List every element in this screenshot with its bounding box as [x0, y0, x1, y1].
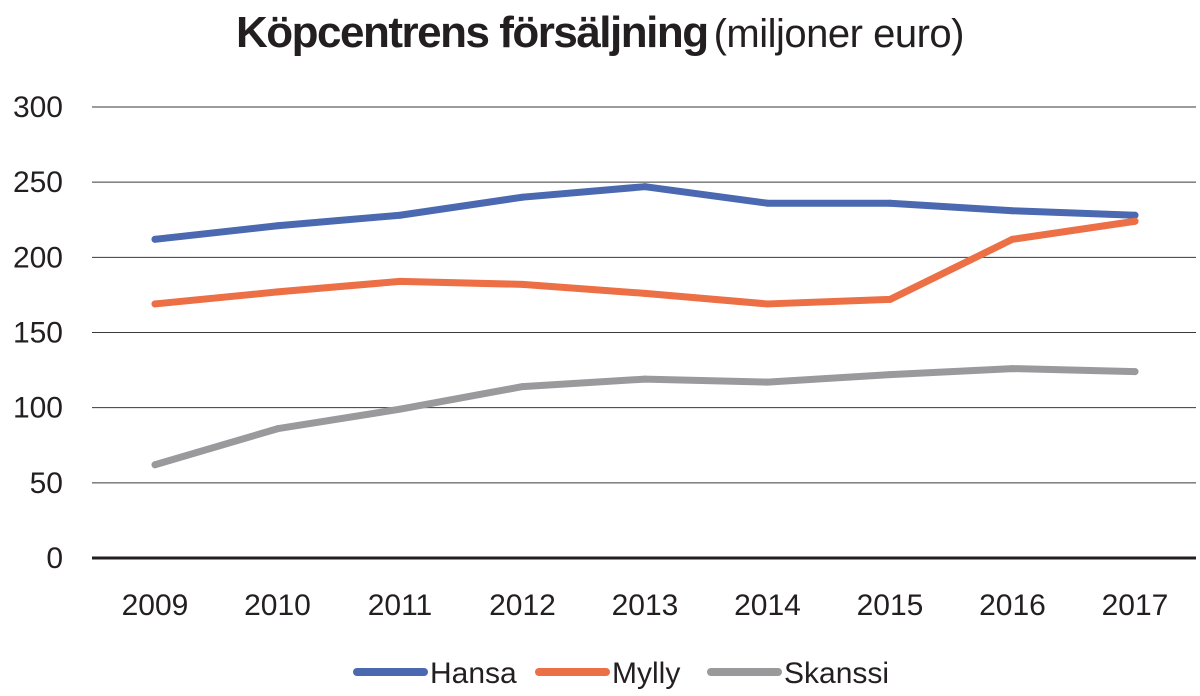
- data-point-hansa: [1009, 207, 1016, 215]
- data-point-hansa: [151, 235, 159, 243]
- data-point-hansa: [519, 193, 526, 201]
- legend-label: Skanssi: [784, 657, 889, 690]
- y-tick-label: 200: [13, 241, 63, 274]
- x-tick-label: 2014: [734, 589, 801, 622]
- legend-label: Hansa: [430, 657, 517, 690]
- data-point-skanssi: [1009, 365, 1016, 373]
- data-point-skanssi: [396, 405, 404, 413]
- y-tick-label: 50: [30, 467, 63, 500]
- data-point-skanssi: [519, 383, 526, 391]
- x-tick-label: 2017: [1102, 589, 1169, 622]
- gridlines: [92, 106, 1196, 560]
- y-tick-label: 300: [13, 91, 63, 124]
- y-axis-tick-labels: 0 50 100 150 200 250 300: [13, 91, 63, 575]
- y-tick-label: 150: [13, 317, 63, 350]
- legend-item-skanssi: Skanssi: [707, 657, 889, 690]
- data-point-mylly: [519, 280, 526, 288]
- series-line-skanssi: [151, 365, 1139, 469]
- data-point-mylly: [274, 288, 281, 296]
- legend-label: Mylly: [612, 657, 680, 690]
- data-point-skanssi: [886, 371, 894, 379]
- y-tick-label: 250: [13, 166, 63, 199]
- data-point-hansa: [274, 222, 281, 230]
- x-tick-label: 2009: [122, 589, 189, 622]
- x-axis-tick-labels: 2009 2010 2011 2012 2013 2014 2015 2016 2017: [122, 589, 1169, 622]
- x-tick-label: 2016: [979, 589, 1046, 622]
- data-point-mylly: [1009, 235, 1016, 243]
- x-tick-label: 2012: [489, 589, 556, 622]
- legend-item-mylly: Mylly: [535, 657, 680, 690]
- legend-item-hansa: Hansa: [353, 657, 517, 690]
- data-point-hansa: [1131, 211, 1139, 219]
- data-point-skanssi: [274, 425, 281, 433]
- data-point-hansa: [886, 199, 894, 207]
- data-point-mylly: [886, 295, 894, 303]
- chart-title: Köpcentrens försäljning (miljoner euro): [0, 8, 1200, 58]
- data-point-hansa: [641, 183, 649, 191]
- series-lines: [151, 183, 1139, 469]
- series-line-hansa: [151, 183, 1139, 243]
- x-tick-label: 2013: [612, 589, 679, 622]
- x-tick-label: 2010: [244, 589, 311, 622]
- y-tick-label: 0: [46, 542, 63, 575]
- chart-title-main: Köpcentrens försäljning: [236, 8, 709, 57]
- data-point-mylly: [396, 277, 404, 285]
- chart-subtitle: (miljoner euro): [713, 12, 965, 56]
- data-point-mylly: [764, 300, 771, 308]
- data-point-hansa: [396, 211, 404, 219]
- data-point-mylly: [151, 300, 159, 308]
- data-point-skanssi: [1131, 368, 1139, 376]
- data-point-skanssi: [641, 375, 649, 383]
- data-point-skanssi: [151, 461, 159, 469]
- y-tick-label: 100: [13, 392, 63, 425]
- data-point-skanssi: [764, 378, 771, 386]
- x-tick-label: 2015: [857, 589, 924, 622]
- x-tick-label: 2011: [368, 589, 433, 622]
- legend: Hansa Mylly Skanssi: [353, 657, 889, 690]
- data-point-mylly: [641, 289, 649, 297]
- data-point-mylly: [1131, 217, 1139, 225]
- data-point-hansa: [764, 199, 771, 207]
